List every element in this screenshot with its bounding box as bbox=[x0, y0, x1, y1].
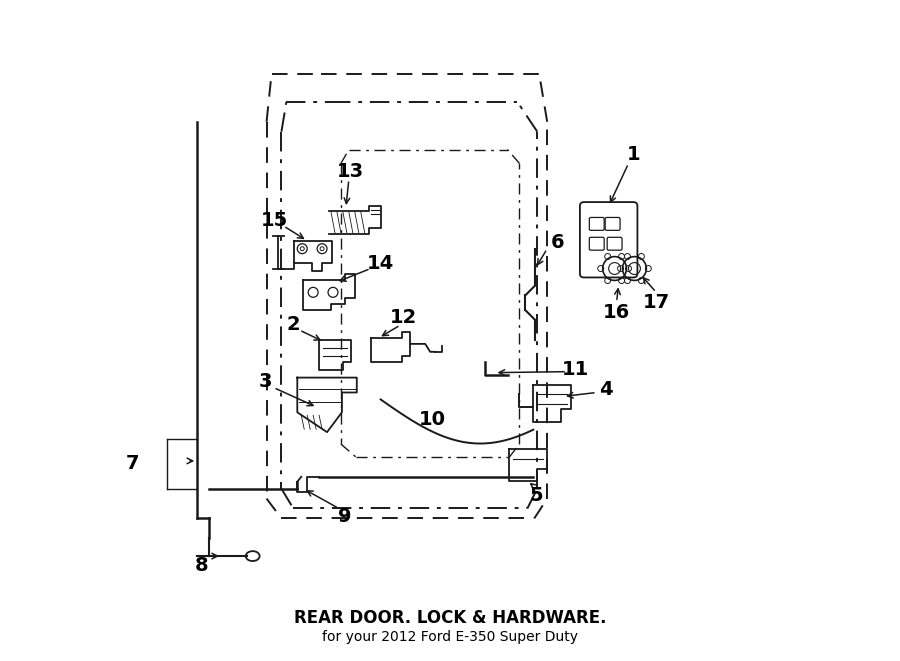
Text: 10: 10 bbox=[418, 410, 446, 429]
Text: REAR DOOR. LOCK & HARDWARE.: REAR DOOR. LOCK & HARDWARE. bbox=[293, 609, 607, 627]
Text: 14: 14 bbox=[367, 254, 394, 273]
Text: 11: 11 bbox=[562, 360, 589, 379]
Text: 7: 7 bbox=[126, 454, 140, 473]
Text: 6: 6 bbox=[550, 233, 564, 253]
Text: 3: 3 bbox=[259, 372, 273, 391]
Text: 5: 5 bbox=[529, 486, 543, 505]
Ellipse shape bbox=[246, 551, 259, 561]
Text: 4: 4 bbox=[598, 380, 613, 399]
Text: 15: 15 bbox=[261, 212, 288, 231]
FancyBboxPatch shape bbox=[590, 237, 604, 250]
FancyBboxPatch shape bbox=[605, 217, 620, 230]
FancyBboxPatch shape bbox=[608, 237, 622, 250]
Text: 1: 1 bbox=[626, 145, 640, 164]
Text: 13: 13 bbox=[338, 162, 364, 181]
Text: for your 2012 Ford E-350 Super Duty: for your 2012 Ford E-350 Super Duty bbox=[322, 631, 578, 644]
Text: 2: 2 bbox=[286, 315, 300, 334]
FancyBboxPatch shape bbox=[590, 217, 604, 230]
Text: 17: 17 bbox=[643, 293, 670, 312]
Text: 8: 8 bbox=[194, 555, 208, 574]
Text: 16: 16 bbox=[603, 303, 630, 322]
Text: 9: 9 bbox=[338, 507, 352, 526]
FancyBboxPatch shape bbox=[580, 202, 637, 278]
Text: 12: 12 bbox=[390, 307, 417, 327]
